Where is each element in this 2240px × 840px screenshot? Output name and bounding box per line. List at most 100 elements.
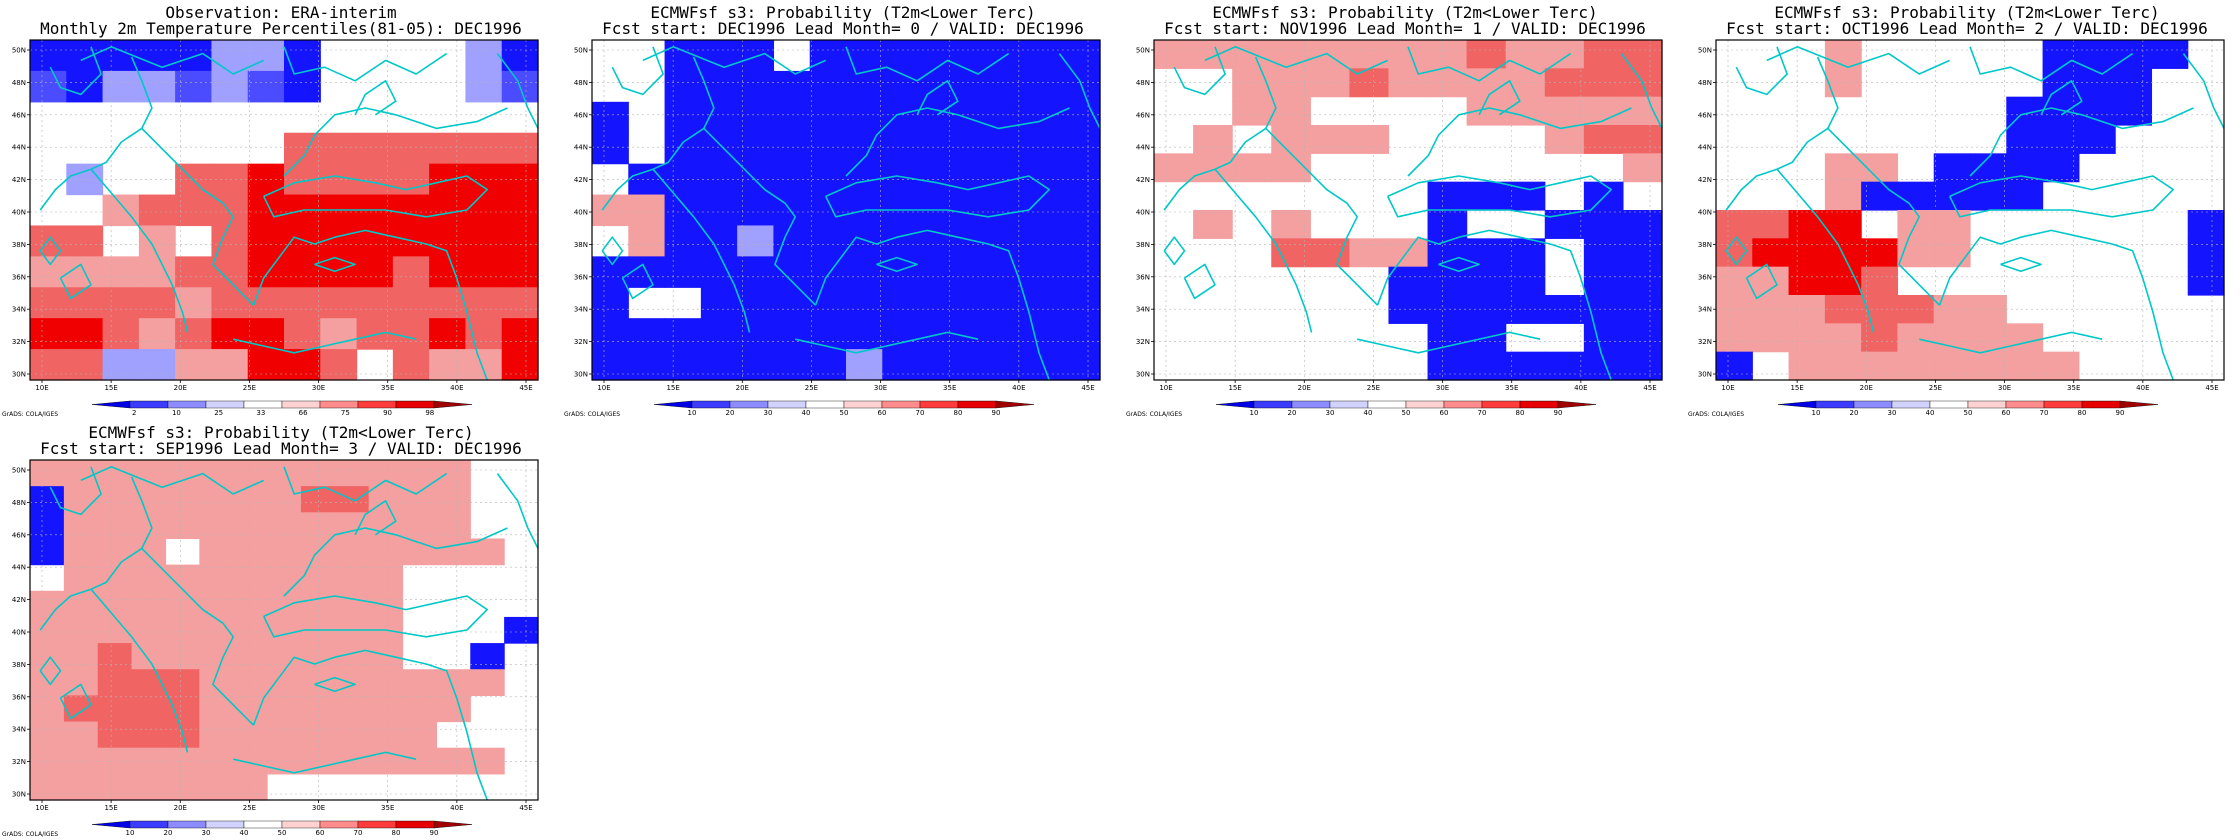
shaded-cell: [1583, 68, 1624, 98]
shaded-cell: [402, 460, 437, 487]
lon-tick-label: 45E: [1081, 384, 1094, 392]
shaded-cell: [1027, 349, 1065, 381]
panel-title-line2: Fcst start: NOV1996 Lead Month= 1 / VALI…: [1164, 19, 1646, 38]
coastline: [39, 56, 153, 211]
shaded-cell: [501, 287, 539, 319]
shaded-cell: [1388, 40, 1429, 69]
coastline: [354, 80, 397, 116]
shaded-cell: [300, 695, 336, 723]
shaded-cell: [1063, 349, 1101, 381]
shaded-cell: [97, 669, 133, 696]
colorbar-label: 2: [132, 409, 136, 417]
shaded-cell: [138, 318, 176, 350]
shaded-cell: [918, 287, 956, 319]
coastlines: [1725, 45, 2225, 381]
shaded-cell: [1063, 256, 1101, 288]
shaded-cell: [175, 318, 213, 350]
coastline: [283, 46, 448, 82]
shaded-cell: [846, 349, 883, 381]
shaded-cell: [66, 163, 104, 196]
shaded-cell: [1427, 323, 1468, 353]
lat-tick-label: 32N: [1136, 338, 1150, 346]
shaded-cell: [1544, 96, 1585, 126]
shaded-cell: [809, 287, 847, 319]
shaded-cell: [320, 256, 358, 288]
shaded-cell: [700, 225, 738, 257]
shaded-cell: [2042, 125, 2080, 154]
shaded-cell: [356, 318, 394, 350]
coastline: [354, 500, 397, 536]
shaded-cell: [954, 349, 992, 381]
shaded-cell: [138, 40, 176, 72]
shaded-cell: [199, 564, 234, 592]
shaded-cell: [334, 564, 370, 592]
shaded-cell: [1716, 210, 1753, 239]
shaded-cell: [211, 163, 249, 196]
shaded-cell: [737, 287, 775, 319]
shaded-cell: [592, 349, 629, 381]
colorbar-segment: [1519, 400, 1559, 409]
shaded-cell: [628, 163, 666, 196]
lat-tick-label: 44N: [1698, 144, 1712, 152]
coastlines: [1163, 45, 1663, 381]
colorbar-segment: [691, 400, 731, 409]
lat-tick-label: 48N: [1136, 79, 1150, 87]
shaded-cell: [284, 287, 321, 319]
shaded-cell: [300, 643, 336, 670]
shaded-cell: [175, 287, 213, 319]
shaded-cell: [138, 70, 176, 103]
colorbar-label: 20: [1288, 409, 1297, 417]
colorbar-segment: [995, 400, 1035, 409]
shaded-cells: [1716, 40, 2225, 381]
shaded-cell: [267, 616, 302, 644]
lat-tick-label: 34N: [1136, 306, 1150, 314]
lon-tick-label: 25E: [1367, 384, 1380, 392]
shaded-cell: [165, 747, 200, 775]
shaded-cell: [628, 194, 666, 227]
colorbar-segment: [1329, 400, 1369, 409]
shaded-cell: [465, 256, 503, 288]
shaded-cell: [664, 225, 702, 257]
shaded-cell: [1583, 323, 1624, 353]
coastline: [1214, 168, 1313, 333]
shaded-cell: [1544, 125, 1585, 154]
shaded-cell: [664, 349, 702, 381]
colorbar-segment: [1405, 400, 1445, 409]
colorbar-segment: [433, 820, 473, 829]
shaded-cell: [846, 318, 883, 350]
map-panel: ECMWFsf s3: Probability (T2m<Lower Terc)…: [1686, 0, 2240, 420]
colorbar-label: 50: [840, 409, 849, 417]
lat-tick-label: 48N: [12, 79, 26, 87]
shaded-cell: [30, 590, 65, 618]
coastline: [1620, 53, 1663, 129]
shaded-cell: [429, 194, 467, 227]
shaded-cell: [991, 70, 1029, 103]
shaded-cell: [1933, 210, 1971, 239]
colorbar-segment: [205, 820, 245, 829]
shaded-cell: [1583, 351, 1624, 381]
shaded-cell: [737, 194, 775, 227]
coastline: [2040, 80, 2083, 116]
lat-tick-label: 50N: [1698, 47, 1712, 55]
colorbar: 2 10 25 33 66 75 90 98: [91, 400, 473, 417]
shaded-cell: [300, 590, 336, 618]
shaded-cell: [465, 225, 503, 257]
shaded-cell: [429, 349, 467, 381]
shaded-cell: [700, 194, 738, 227]
coastline: [876, 256, 918, 273]
shaded-cell: [664, 70, 702, 103]
shaded-cell: [882, 287, 920, 319]
shaded-cell: [175, 256, 213, 288]
shaded-cell: [1716, 351, 1753, 381]
lon-tick-label: 10E: [597, 384, 610, 392]
shaded-cell: [2078, 125, 2116, 154]
colorbar-label: 60: [1440, 409, 1449, 417]
shaded-cell: [1232, 40, 1272, 69]
shaded-cell: [1583, 125, 1624, 154]
shaded-cell: [991, 318, 1029, 350]
shaded-cell: [199, 747, 234, 775]
lon-tick-label: 20E: [1298, 384, 1311, 392]
shaded-cell: [436, 486, 471, 513]
coastline: [916, 80, 959, 116]
shaded-cell: [882, 70, 920, 103]
